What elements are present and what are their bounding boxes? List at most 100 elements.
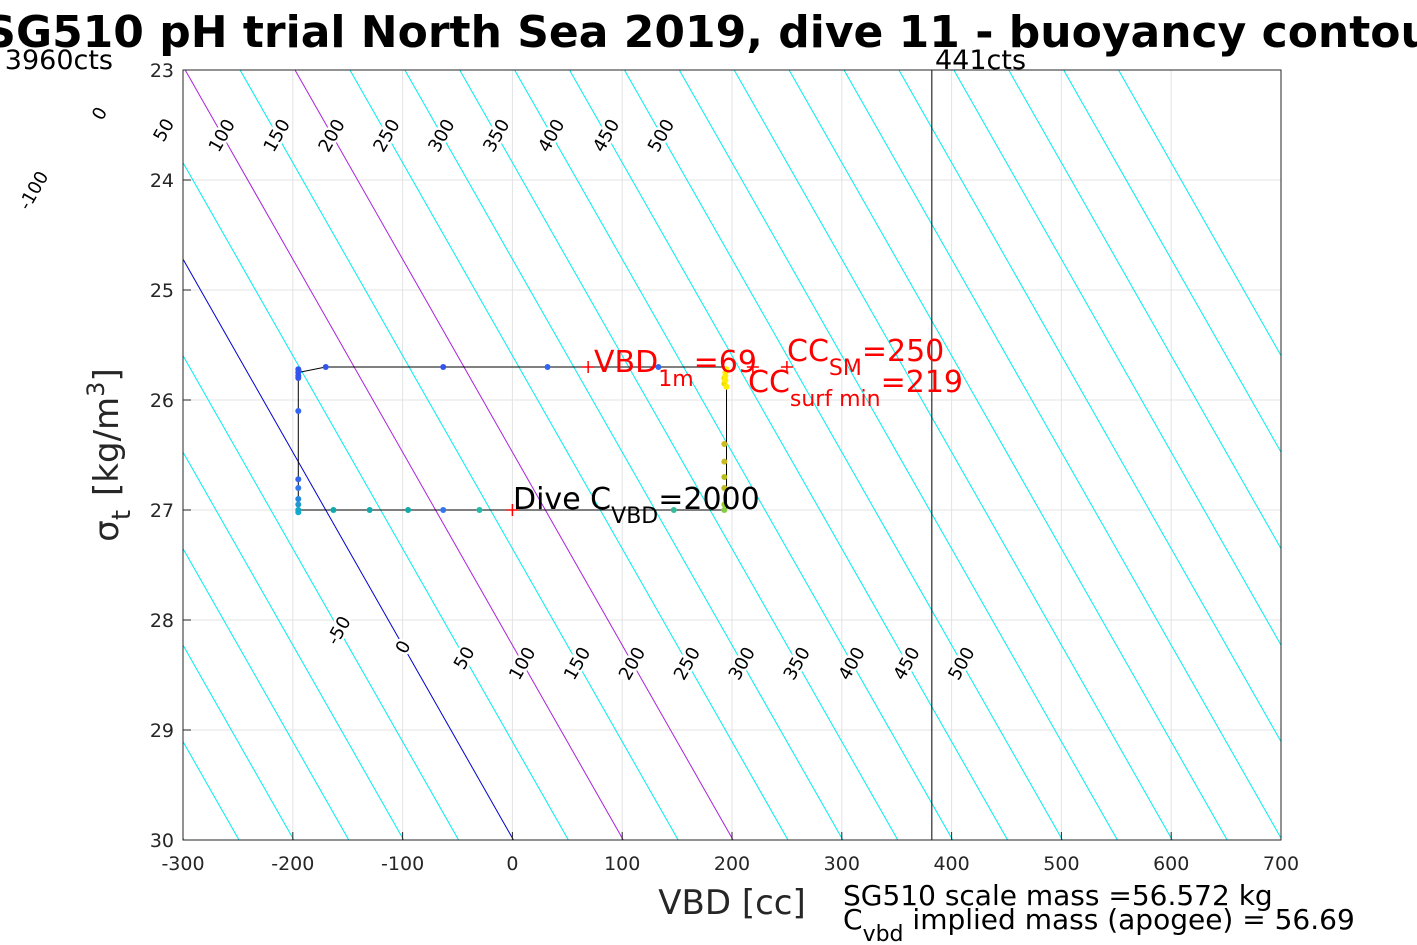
contour-line [1008, 69, 1282, 549]
sample-point [322, 364, 329, 370]
sample-point [723, 383, 730, 390]
contour-label: 100 [505, 644, 540, 684]
x-axis-label: VBD [cc] [658, 883, 806, 923]
dive-cvbd-marker [506, 504, 519, 516]
sample-point [721, 485, 728, 491]
sample-point [655, 364, 662, 370]
contour-line [788, 69, 1228, 841]
sample-point [330, 507, 337, 513]
contour-label: 50 [149, 115, 179, 145]
x-tick-label: 200 [714, 853, 750, 875]
cc-surf-min-value: =219 [881, 365, 963, 400]
contour-label: 450 [589, 116, 624, 156]
top-right-count-label: 441cts [935, 45, 1026, 76]
vbd-1m-sub: 1m [658, 367, 693, 392]
x-tick-label: 500 [1043, 853, 1079, 875]
contour-label: 0 [392, 637, 416, 657]
y-tick-label: 26 [150, 390, 174, 412]
cc-surf-min-main: CC [748, 365, 790, 400]
implied-mass-main: C [843, 903, 863, 936]
y-label-unit: [kg/m [87, 397, 127, 496]
cc-sm-main: CC [787, 334, 829, 369]
y-tick-label: 27 [150, 500, 174, 522]
axis-ticks: -300 -200 -100 0 100 200 300 400 500 600 700232425… [150, 60, 1299, 875]
contour-line [182, 258, 514, 841]
contour-line [182, 162, 569, 841]
contour-label: 200 [314, 116, 349, 156]
contour-label: -50 [323, 613, 356, 649]
contour-line [184, 69, 624, 841]
sample-point [722, 372, 729, 379]
sample-point [295, 408, 302, 414]
cc-sm-sub: SM [829, 356, 862, 381]
contour-line [239, 69, 679, 841]
chart-title: SG510 pH trial North Sea 2019, dive 11 -… [0, 7, 1417, 58]
contour-line [459, 69, 899, 841]
sample-points [295, 364, 730, 516]
contour-label: 450 [889, 644, 924, 684]
cc-surf-min-annotation: CCsurf min=219 [748, 365, 963, 412]
sample-point [721, 458, 728, 465]
cc-surf-min-sub: surf min [790, 387, 881, 412]
sample-point [295, 496, 302, 502]
dive-cvbd-value: =2000 [658, 482, 759, 517]
y-axis-label: σt [kg/m3] [82, 368, 137, 541]
sample-point [721, 474, 728, 480]
y-tick-label: 30 [150, 830, 174, 852]
sample-point [440, 507, 447, 513]
sample-point [722, 377, 729, 384]
contour-label: 150 [560, 644, 595, 684]
sample-point [295, 501, 302, 508]
y-tick-label: 23 [150, 60, 174, 82]
cc-sm-value: =250 [862, 334, 944, 369]
contour-line [733, 69, 1173, 841]
contour-label: -100 [15, 168, 53, 214]
cc-sm-annotation: CCSM=250 [787, 334, 944, 381]
sample-point [544, 364, 551, 370]
dive-cvbd-annotation: Dive CVBD=2000 [513, 482, 760, 529]
vbd-1m-main: VBD [594, 345, 658, 380]
sample-point [721, 507, 728, 513]
contour-line [623, 69, 1063, 841]
sample-point [295, 485, 302, 491]
contour-line [898, 69, 1282, 742]
sample-point [476, 507, 483, 513]
contour-label: 250 [670, 644, 705, 684]
y-tick-label: 28 [150, 610, 174, 632]
implied-mass-sub: vbd [863, 922, 904, 945]
scale-mass-text: SG510 scale mass =56.572 kg [843, 879, 1273, 912]
x-tick-label: -300 [161, 853, 204, 875]
sample-point [723, 366, 730, 373]
y-tick-label: 29 [150, 720, 174, 742]
y-label-sigma: σ [87, 520, 127, 542]
grid [182, 69, 1282, 841]
contour-line [182, 548, 350, 841]
x-tick-label: 100 [604, 853, 640, 875]
dive-cvbd-sub: VBD [611, 504, 658, 529]
annotation-markers [506, 361, 793, 516]
dive-cvbd-main: Dive C [513, 482, 611, 517]
contour-line [953, 69, 1282, 646]
sample-point [721, 441, 728, 447]
x-tick-label: 700 [1263, 853, 1299, 875]
contour-line [182, 644, 295, 841]
contour-label: 50 [450, 643, 480, 673]
vbd-1m-annotation: VBD1m=69 [594, 345, 757, 392]
sample-point [440, 364, 447, 370]
contour-line [843, 69, 1282, 839]
contour-line [514, 69, 954, 841]
contour-line [294, 69, 734, 841]
contour-line [569, 69, 1009, 841]
buoyancy-contours [182, 69, 1282, 841]
contour-label: 100 [205, 116, 240, 156]
cc-surf-min-marker [746, 361, 759, 373]
contour-label: 250 [369, 116, 404, 156]
contour-line [349, 69, 789, 841]
sample-point [366, 507, 373, 513]
sample-point [295, 476, 302, 483]
x-tick-label: 300 [824, 853, 860, 875]
x-tick-label: -200 [271, 853, 314, 875]
contour-line [404, 69, 844, 841]
sample-point [721, 501, 728, 508]
